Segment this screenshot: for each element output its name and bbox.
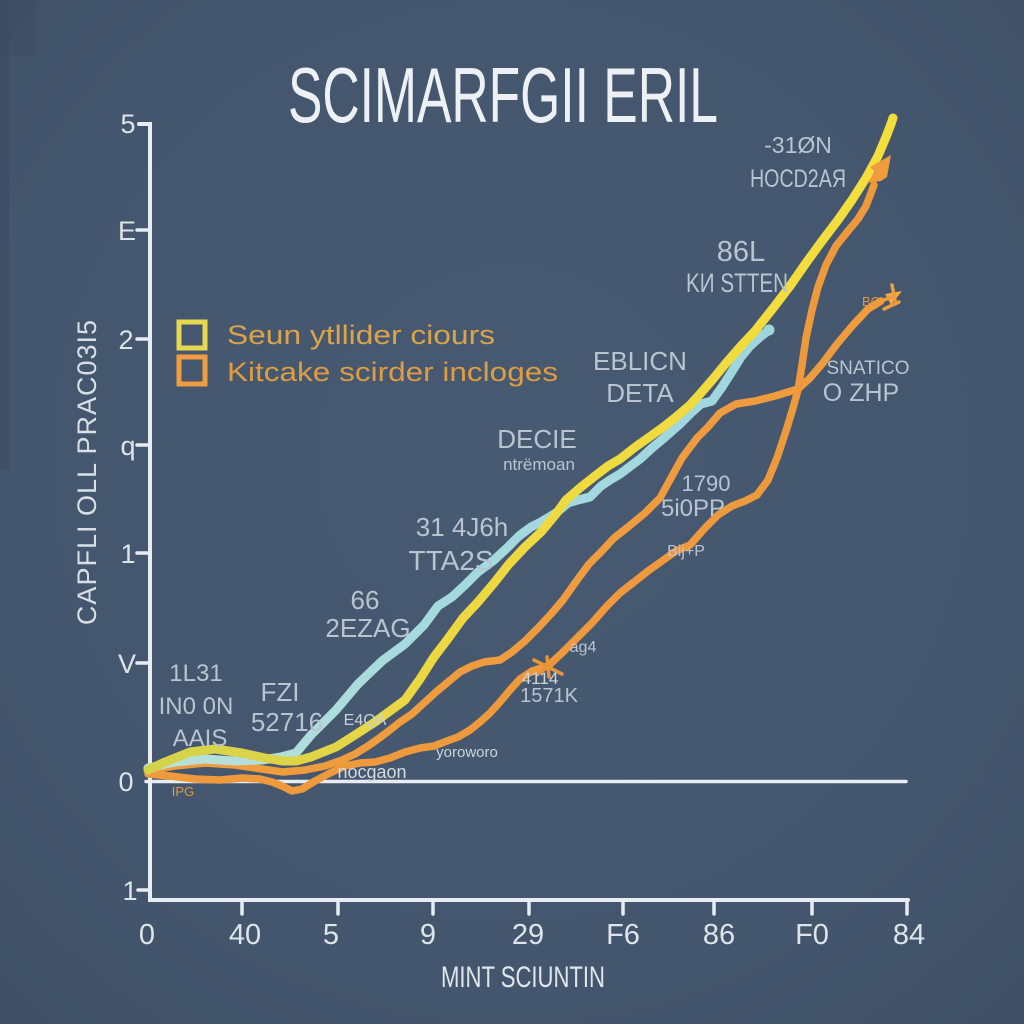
svg-text:HOCD2AЯ: HOCD2AЯ xyxy=(750,165,846,193)
svg-text:84: 84 xyxy=(893,919,925,951)
svg-text:FZI: FZI xyxy=(261,677,300,707)
svg-text:Bij+P: Bij+P xyxy=(667,543,705,560)
svg-text:F0: F0 xyxy=(795,919,829,951)
svg-text:DECIE: DECIE xyxy=(497,424,576,454)
svg-text:IPG: IPG xyxy=(172,784,194,799)
svg-text:52716: 52716 xyxy=(251,707,323,737)
svg-text:CAPFLI OLL PRAC03I5: CAPFLI OLL PRAC03I5 xyxy=(72,319,102,625)
svg-text:IN0 0N: IN0 0N xyxy=(159,693,234,720)
svg-text:V: V xyxy=(118,649,136,679)
svg-text:1: 1 xyxy=(122,876,137,906)
svg-text:4114: 4114 xyxy=(522,669,559,688)
svg-text:1: 1 xyxy=(120,539,135,569)
svg-text:40: 40 xyxy=(229,919,261,951)
svg-text:E4QA: E4QA xyxy=(344,712,387,729)
svg-text:TTA2S: TTA2S xyxy=(408,545,493,576)
svg-text:DETA: DETA xyxy=(606,378,674,408)
svg-text:5: 5 xyxy=(323,919,339,951)
svg-text:1571K: 1571K xyxy=(520,685,578,707)
svg-text:-31ØN: -31ØN xyxy=(764,132,832,158)
svg-text:ag4: ag4 xyxy=(570,639,597,656)
svg-text:ntrëmoan: ntrëmoan xyxy=(503,455,575,474)
svg-text:q: q xyxy=(120,431,135,461)
svg-text:0: 0 xyxy=(118,767,133,797)
svg-text:1790: 1790 xyxy=(682,471,731,496)
svg-text:86: 86 xyxy=(703,919,735,951)
svg-text:yoroworo: yoroworo xyxy=(436,744,498,761)
svg-text:0: 0 xyxy=(139,919,155,951)
svg-text:BC: BC xyxy=(862,294,880,309)
svg-text:EBLICN: EBLICN xyxy=(593,346,687,376)
svg-text:5: 5 xyxy=(120,109,135,139)
svg-text:2EZAG: 2EZAG xyxy=(325,613,410,643)
svg-text:31 4J6h: 31 4J6h xyxy=(416,512,509,542)
svg-text:AAIS: AAIS xyxy=(173,725,228,752)
svg-text:1L31: 1L31 xyxy=(169,660,222,687)
svg-text:MINT SCIUNTIN: MINT SCIUNTIN xyxy=(441,961,605,994)
svg-text:SNATICO: SNATICO xyxy=(826,358,909,379)
svg-text:SCIMARFGII ERIL: SCIMARFGII ERIL xyxy=(288,51,718,139)
svg-text:29: 29 xyxy=(512,919,544,951)
svg-text:O ZHP: O ZHP xyxy=(823,379,899,407)
svg-text:E: E xyxy=(118,216,136,246)
svg-text:nocgaon: nocgaon xyxy=(337,762,406,782)
svg-text:5i0PP: 5i0PP xyxy=(661,495,725,522)
svg-text:F6: F6 xyxy=(606,919,640,951)
svg-text:KИ STTEN: KИ STTEN xyxy=(686,268,788,298)
svg-text:Kitcake scirder incloges: Kitcake scirder incloges xyxy=(227,357,558,387)
svg-text:2: 2 xyxy=(118,325,133,355)
svg-text:86L: 86L xyxy=(717,236,765,268)
svg-text:9: 9 xyxy=(420,919,436,951)
svg-text:Seun ytllider ciours: Seun ytllider ciours xyxy=(227,320,495,350)
svg-text:66: 66 xyxy=(351,585,380,615)
